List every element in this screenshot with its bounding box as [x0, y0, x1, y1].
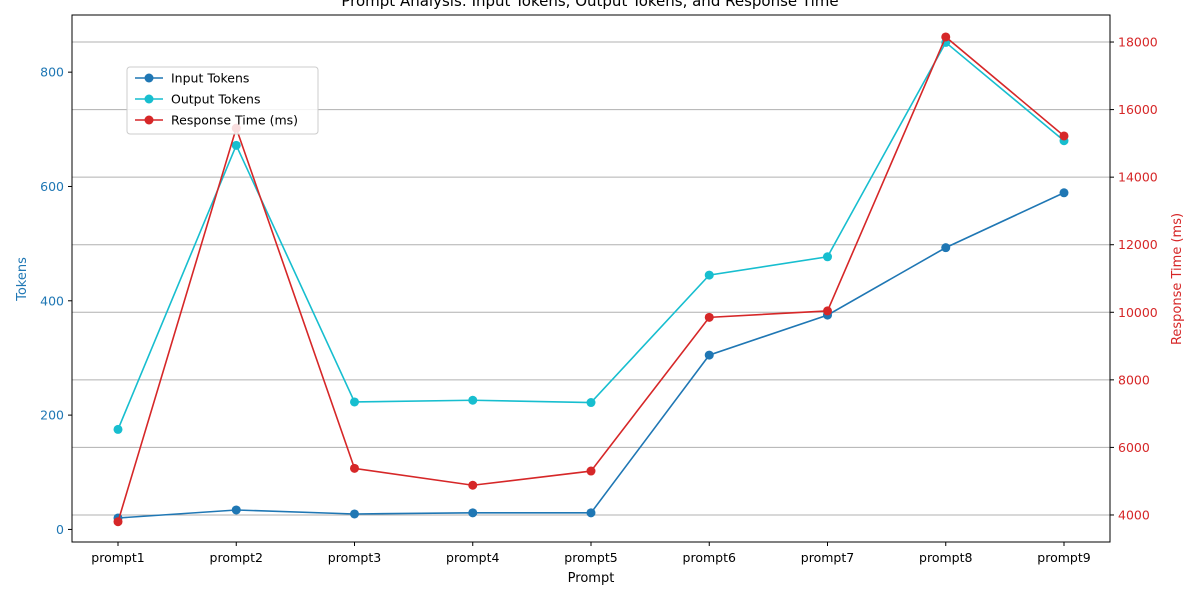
data-point-input-tokens — [704, 350, 714, 360]
data-point-response-time-ms — [586, 466, 596, 476]
y-right-tick-label: 6000 — [1118, 440, 1150, 455]
x-tick-label: prompt9 — [1037, 550, 1090, 565]
legend-box — [126, 66, 319, 135]
data-point-response-time-ms — [468, 480, 478, 490]
legend-entry-response-time: Response Time (ms) — [135, 113, 298, 128]
y-left-tick-label: 400 — [40, 293, 64, 308]
legend-entry-output-tokens: Output Tokens — [135, 92, 260, 107]
data-point-response-time-ms — [350, 463, 359, 473]
data-point-input-tokens — [231, 505, 241, 515]
data-point-response-time-ms — [941, 32, 951, 42]
chart-title: Prompt Analysis: Input Tokens, Output To… — [341, 0, 838, 10]
data-point-response-time-ms — [704, 312, 714, 322]
legend-label-response-time: Response Time (ms) — [171, 113, 298, 128]
legend: Input Tokens Output Tokens Response Time… — [126, 66, 319, 135]
data-point-input-tokens — [1059, 188, 1069, 198]
legend-marker-input-tokens — [144, 73, 154, 83]
data-point-input-tokens — [350, 509, 359, 519]
legend-label-input-tokens: Input Tokens — [171, 71, 249, 86]
x-tick-label: prompt5 — [564, 550, 617, 565]
series-layer — [113, 32, 1069, 527]
x-tick-label: prompt8 — [919, 550, 972, 565]
y-right-tick-label: 12000 — [1118, 237, 1158, 252]
x-axis-label: Prompt — [568, 571, 615, 586]
x-tick-label: prompt4 — [446, 550, 499, 565]
legend-entry-input-tokens: Input Tokens — [135, 71, 249, 86]
x-axis: prompt1 prompt2 prompt3 prompt4 prompt5 promp… — [91, 542, 1091, 565]
y-right-tick-label: 4000 — [1118, 507, 1150, 522]
data-point-response-time-ms — [113, 517, 123, 527]
legend-marker-response-time — [144, 115, 154, 125]
legend-label-output-tokens: Output Tokens — [171, 92, 260, 107]
data-point-output-tokens — [586, 398, 596, 408]
y-right-tick-label: 16000 — [1118, 102, 1158, 117]
data-point-response-time-ms — [823, 306, 832, 316]
y-right-tick-label: 10000 — [1118, 305, 1158, 320]
data-point-response-time-ms — [1059, 131, 1069, 141]
y-axis-left: 0 200 400 600 800 — [40, 65, 72, 537]
x-tick-label: prompt6 — [683, 550, 736, 565]
data-point-input-tokens — [468, 508, 478, 518]
y-right-tick-label: 18000 — [1118, 35, 1158, 50]
x-tick-label: prompt1 — [91, 550, 144, 565]
y-right-tick-label: 8000 — [1118, 372, 1150, 387]
legend-marker-output-tokens — [144, 94, 154, 104]
y-axis-right: 4000 6000 8000 10000 12000 14000 16000 18000 — [1110, 35, 1158, 522]
data-point-output-tokens — [704, 270, 714, 280]
x-tick-label: prompt2 — [210, 550, 263, 565]
y-left-tick-label: 0 — [56, 522, 64, 537]
x-tick-label: prompt3 — [328, 550, 381, 565]
y-axis-left-label: Tokens — [15, 257, 30, 302]
y-left-tick-label: 600 — [40, 179, 64, 194]
data-point-input-tokens — [941, 243, 951, 253]
x-tick-label: prompt7 — [801, 550, 854, 565]
data-point-output-tokens — [468, 395, 478, 405]
data-point-output-tokens — [823, 252, 832, 262]
y-right-tick-label: 14000 — [1118, 170, 1158, 185]
y-axis-right-label: Response Time (ms) — [1170, 213, 1185, 345]
y-left-tick-label: 800 — [40, 65, 64, 80]
data-point-output-tokens — [350, 397, 359, 407]
data-point-input-tokens — [586, 508, 596, 518]
data-point-output-tokens — [231, 140, 241, 150]
data-point-output-tokens — [113, 424, 123, 434]
y-left-tick-label: 200 — [40, 408, 64, 423]
